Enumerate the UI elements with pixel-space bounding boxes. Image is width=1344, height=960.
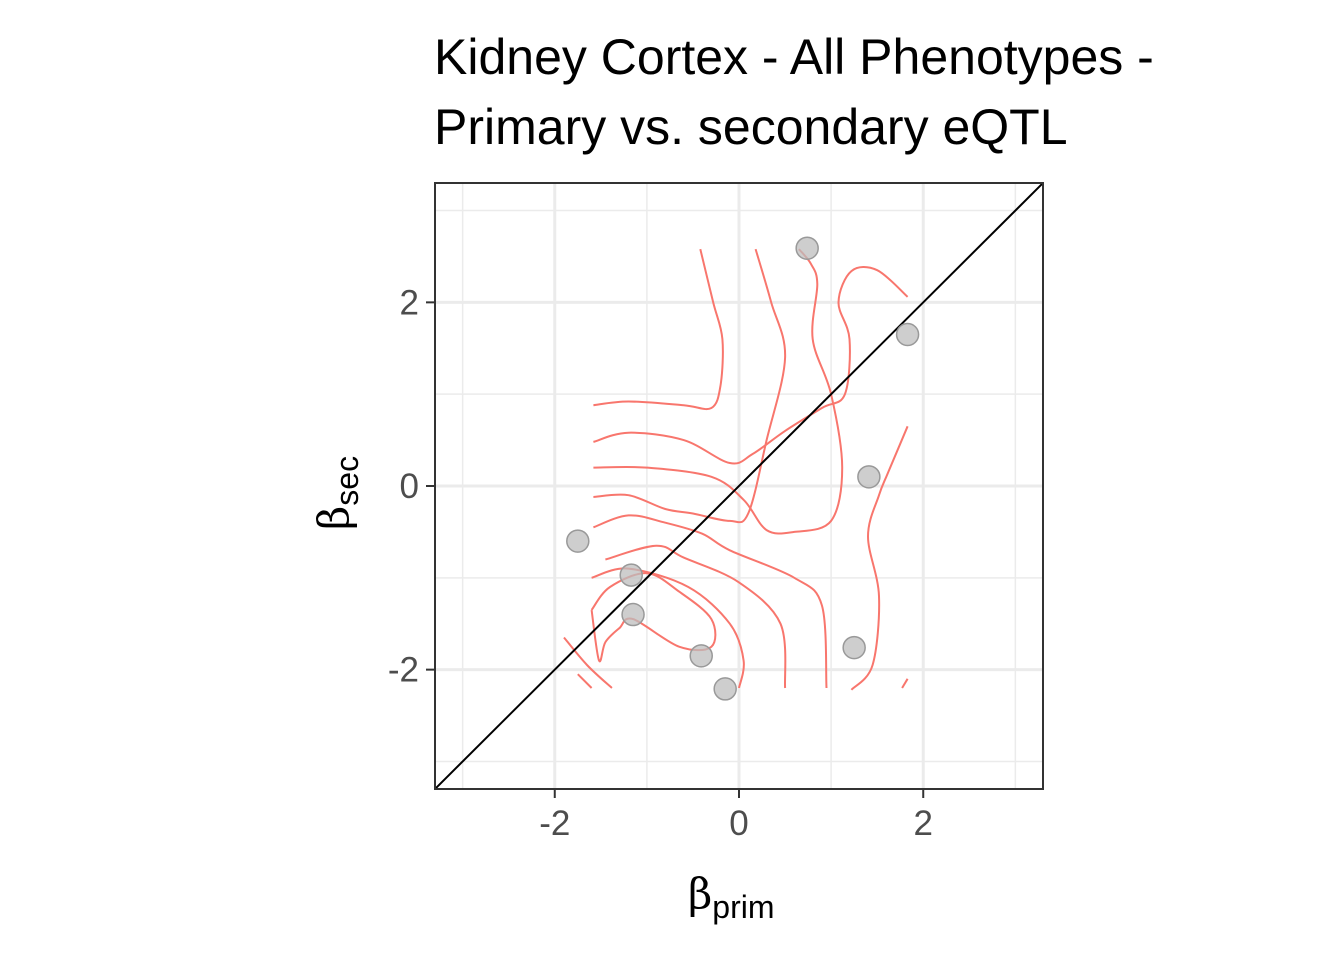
x-axis-symbol: β — [688, 869, 712, 918]
density-contour — [605, 544, 787, 689]
y-tick-label: 0 — [400, 467, 419, 506]
density-contour — [850, 425, 909, 691]
data-point — [857, 465, 881, 489]
x-axis-subscript: prim — [712, 889, 774, 925]
data-point — [619, 563, 643, 587]
chart-title-line-2: Primary vs. secondary eQTL — [434, 99, 1068, 155]
x-tick-label: 0 — [729, 804, 748, 843]
data-point — [895, 322, 920, 347]
plot-content — [435, 183, 1043, 789]
y-tick-label: 2 — [400, 283, 419, 322]
density-contour — [593, 248, 724, 411]
data-point — [713, 677, 737, 701]
density-contour — [593, 266, 909, 465]
x-axis-title: βprim — [688, 869, 775, 925]
data-point — [842, 635, 866, 660]
density-contour — [593, 248, 787, 524]
y-axis-symbol: β — [309, 506, 358, 530]
y-axis-title: βsec — [309, 456, 365, 530]
x-tick-label: 2 — [914, 804, 933, 843]
chart-title-line-1: Kidney Cortex - All Phenotypes - — [434, 29, 1154, 85]
data-point — [689, 644, 713, 668]
density-contour — [593, 248, 844, 535]
x-tick-label: -2 — [539, 804, 570, 843]
plot-panel: -2 0 2 -2 0 2 — [388, 182, 1044, 843]
data-point — [795, 236, 819, 260]
density-contour — [593, 514, 828, 689]
data-point — [621, 602, 645, 627]
y-tick-label: -2 — [388, 651, 419, 690]
density-contour — [563, 636, 613, 689]
density-contour — [901, 678, 909, 689]
data-point — [566, 529, 590, 553]
y-axis-subscript: sec — [329, 456, 365, 506]
density-contour — [577, 673, 593, 689]
identity-reference-line — [435, 183, 1043, 789]
